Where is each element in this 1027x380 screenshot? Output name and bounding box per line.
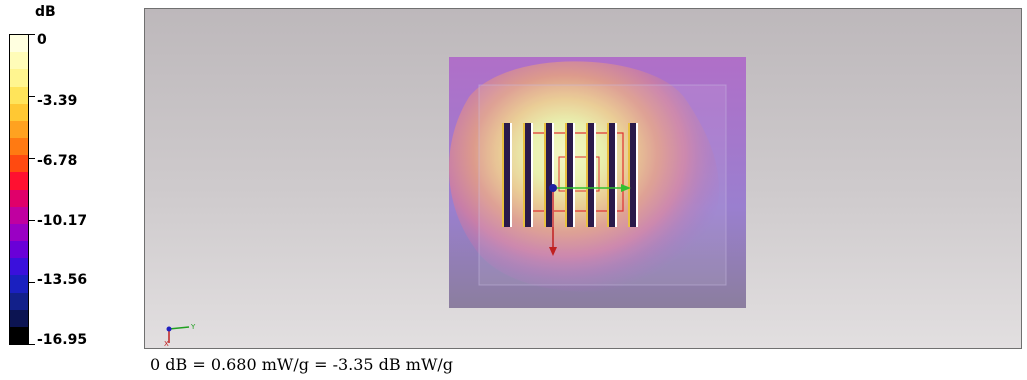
legend-swatch	[10, 69, 28, 87]
orientation-axes-icon: Y X	[164, 323, 196, 347]
legend-swatch	[10, 155, 28, 173]
field-hotspot	[449, 61, 720, 292]
legend-tick	[29, 158, 35, 159]
legend-label-5: -16.95	[37, 332, 88, 348]
reference-caption: 0 dB = 0.680 mW/g = -3.35 dB mW/g	[150, 355, 454, 374]
legend-swatch	[10, 35, 28, 53]
sar-field-map	[449, 57, 746, 308]
3d-viewport[interactable]: Y X	[144, 8, 1022, 349]
legend-label-3: -10.17	[37, 213, 88, 229]
legend-swatch	[10, 138, 28, 156]
legend-swatch	[10, 223, 28, 242]
legend-swatch	[10, 258, 28, 276]
legend-label-0: 0	[37, 32, 47, 48]
y-axis-arrow	[621, 184, 631, 192]
scan-area	[478, 84, 727, 286]
legend-tick	[29, 344, 35, 345]
legend-label-2: -6.78	[37, 153, 78, 169]
legend-swatch	[10, 172, 28, 190]
legend-swatch	[10, 52, 28, 70]
legend-swatch	[10, 326, 28, 345]
legend-label-4: -13.56	[37, 272, 88, 288]
legend-tick	[29, 34, 35, 35]
legend-swatch	[10, 292, 28, 310]
legend-label-1: -3.39	[37, 93, 78, 109]
legend-swatch	[10, 275, 28, 293]
legend-swatch	[10, 103, 28, 121]
legend-tick	[29, 96, 35, 97]
legend-tick	[29, 282, 35, 283]
legend-swatch	[10, 206, 28, 224]
legend-tick	[29, 220, 35, 221]
origin-marker	[549, 184, 557, 192]
legend-swatch	[10, 241, 28, 259]
axis-x-label: X	[164, 340, 169, 347]
legend-swatch	[10, 309, 28, 327]
legend-swatch	[10, 86, 28, 104]
axis-y-label: Y	[190, 323, 196, 331]
color-legend: dB 0 -3.39 -6.78 -10.17 -13.56 -16.95	[0, 0, 140, 350]
z-axis-arrow	[549, 247, 557, 256]
antenna-inner-outline	[558, 156, 600, 192]
legend-color-bar	[9, 34, 29, 345]
antenna-strips	[502, 123, 638, 227]
legend-swatch	[10, 189, 28, 207]
legend-unit: dB	[35, 4, 56, 20]
legend-swatch	[10, 120, 28, 139]
